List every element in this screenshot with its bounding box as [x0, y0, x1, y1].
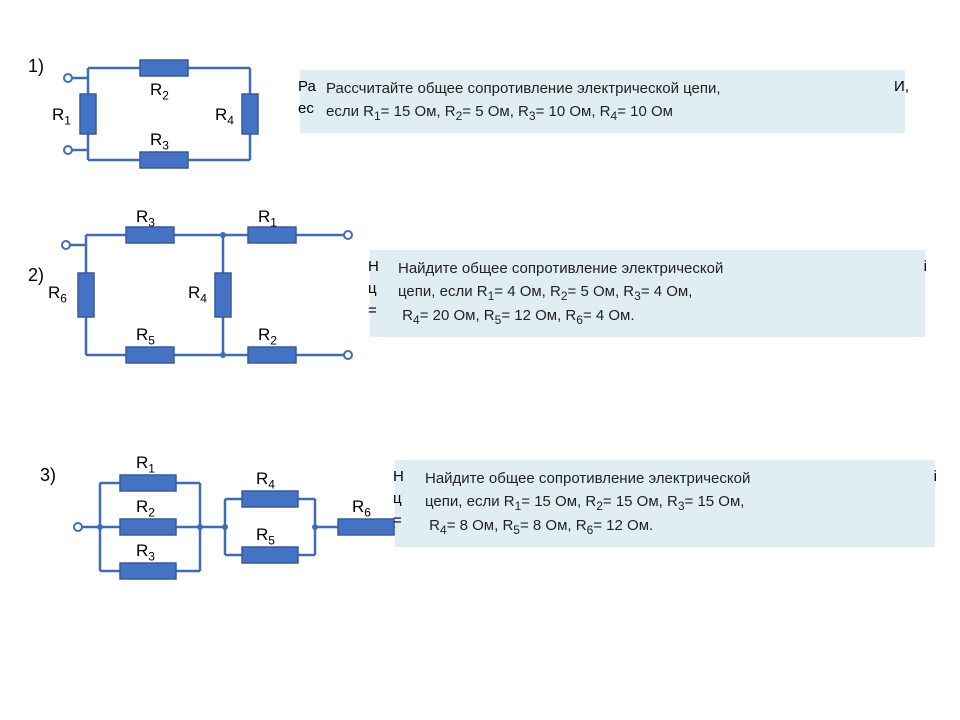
label-r5: R5 [256, 525, 275, 547]
label-r6: R6 [48, 283, 67, 305]
problem-3-text: Н ц = і Найдите общее сопротивление элек… [395, 460, 935, 547]
frag-left-1: Ра [298, 76, 316, 99]
circuit-3: R1 R2 R3 R4 R5 R6 [60, 455, 410, 610]
label-r1: R1 [136, 453, 155, 475]
circuit-1-svg [60, 50, 280, 180]
label-r2: R2 [150, 80, 169, 102]
problem-number: 3) [40, 465, 56, 486]
frag-right-1: і [934, 466, 937, 489]
label-r1: R1 [258, 207, 277, 229]
label-r2: R2 [258, 325, 277, 347]
label-r5: R5 [136, 325, 155, 347]
label-r4: R4 [215, 105, 234, 127]
label-r3: R3 [150, 130, 169, 152]
frag-left-2: ц [393, 488, 402, 511]
label-r4: R4 [256, 469, 275, 491]
frag-left-3: = [368, 300, 377, 323]
label-r3: R3 [136, 541, 155, 563]
frag-left-3: = [393, 510, 402, 533]
problem-2-text: Н ц = і Найдите общее сопротивление элек… [370, 250, 925, 337]
problem-3-text-content: Найдите общее сопротивление электрическо… [425, 468, 923, 539]
circuit-2: R3 R1 R5 R2 R6 R4 [48, 215, 358, 385]
frag-left-2: ц [368, 278, 377, 301]
frag-right-1: і [924, 256, 927, 279]
frag-right-1: И, [894, 76, 909, 99]
frag-left-1: Н [368, 256, 379, 279]
problem-1-text: Ра ес И, Рассчитайте общее сопротивление… [300, 70, 905, 133]
label-r6: R6 [352, 497, 371, 519]
frag-left-2: ес [298, 98, 314, 121]
label-r4: R4 [188, 283, 207, 305]
problem-number: 1) [28, 56, 44, 77]
problem-number: 2) [28, 265, 44, 286]
circuit-1: R2 R3 R1 R4 [60, 50, 280, 185]
problem-2-text-content: Найдите общее сопротивление электрическо… [398, 258, 913, 329]
label-r3: R3 [136, 207, 155, 229]
circuit-3-svg [60, 455, 410, 605]
label-r2: R2 [136, 497, 155, 519]
problem-1-text-content: Рассчитайте общее сопротивление электрич… [326, 78, 893, 125]
label-r1: R1 [52, 105, 71, 127]
frag-left-1: Н [393, 466, 404, 489]
